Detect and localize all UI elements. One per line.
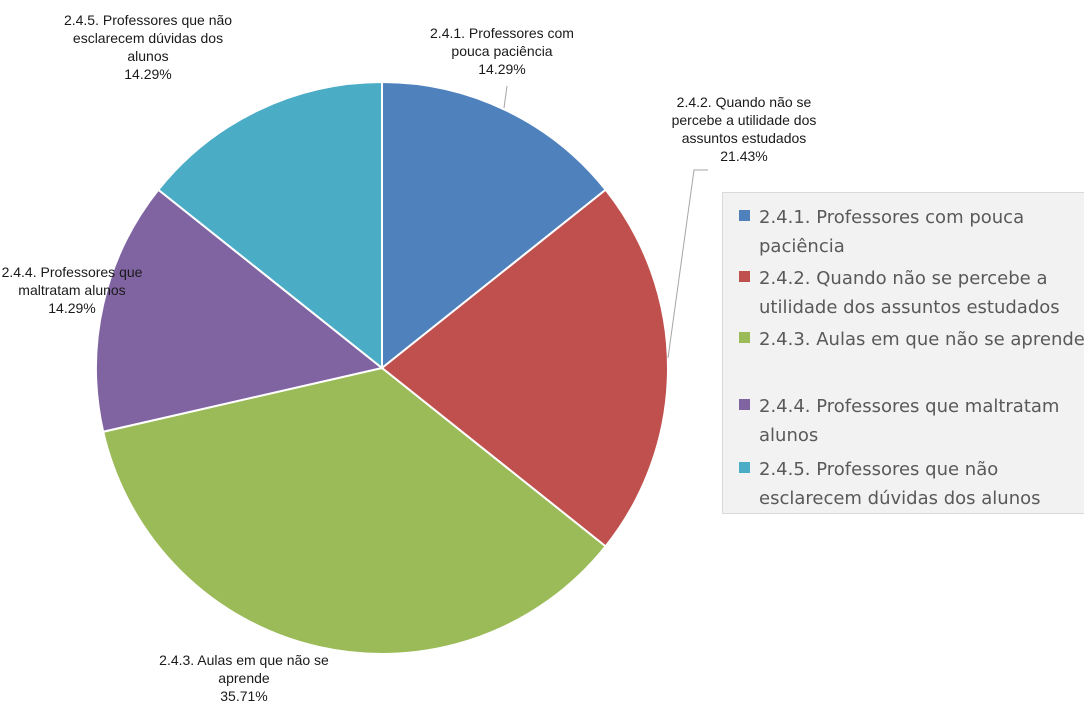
pie-slice xyxy=(95,188,385,433)
data-label-line: 35.71% xyxy=(220,688,267,704)
data-label-line: 2.4.1. Professores com xyxy=(430,25,574,41)
pie-slice xyxy=(381,80,608,371)
data-label-line: pouca paciência xyxy=(451,43,552,59)
data-label-line: 2.4.2. Quando não se xyxy=(677,94,812,110)
data-label-line: maltratam alunos xyxy=(18,282,125,298)
legend-swatch xyxy=(739,271,750,282)
data-label-line: aprende xyxy=(218,670,270,686)
data-label: 2.4.4. Professores que maltratam alunos 14… xyxy=(2,264,143,316)
legend-swatch xyxy=(739,399,750,410)
data-label-line: 2.4.4. Professores que xyxy=(2,264,143,280)
data-label-line: 14.29% xyxy=(478,61,525,77)
data-label-line: 14.29% xyxy=(124,66,171,82)
data-label-line: 2.4.5. Professores que não xyxy=(64,12,232,28)
pie-slice xyxy=(380,188,670,548)
data-label-line: esclarecem dúvidas dos xyxy=(73,30,223,46)
data-label: 2.4.2. Quando não se percebe a utilidade … xyxy=(672,94,817,164)
data-label-line: 21.43% xyxy=(720,148,767,164)
legend-label: 2.4.1. Professores com pouca paciência xyxy=(759,207,1025,257)
data-label: 2.4.1. Professores com pouca paciência 14.… xyxy=(430,25,574,77)
data-label: 2.4.3. Aulas em que não se aprende 35.71% xyxy=(159,652,329,704)
pie-slice xyxy=(101,366,607,655)
legend-swatch xyxy=(739,210,750,221)
label-leader-line xyxy=(667,169,708,359)
legend-label: 2.4.5. Professores que não esclarecem dú… xyxy=(759,459,1041,509)
legend-label: 2.4.4. Professores que maltratam alunos xyxy=(759,396,1060,446)
legend-label: 2.4.2. Quando não se percebe a utilidade… xyxy=(759,268,1060,318)
data-label-line: alunos xyxy=(127,48,168,64)
chart-legend: 2.4.1. Professores com pouca paciência 2… xyxy=(722,192,1084,514)
data-label: 2.4.5. Professores que não esclarecem dúv… xyxy=(64,12,232,82)
data-label-line: assuntos estudados xyxy=(682,130,807,146)
label-leader-line xyxy=(503,85,508,109)
legend-swatch xyxy=(739,462,750,473)
data-label-line: 2.4.3. Aulas em que não se xyxy=(159,652,329,668)
legend-swatch xyxy=(739,332,750,343)
data-label-line: 14.29% xyxy=(48,300,95,316)
pie-slice xyxy=(156,80,383,371)
legend-label: 2.4.3. Aulas em que não se aprende xyxy=(759,329,1084,350)
data-label-line: percebe a utilidade dos xyxy=(672,112,817,128)
